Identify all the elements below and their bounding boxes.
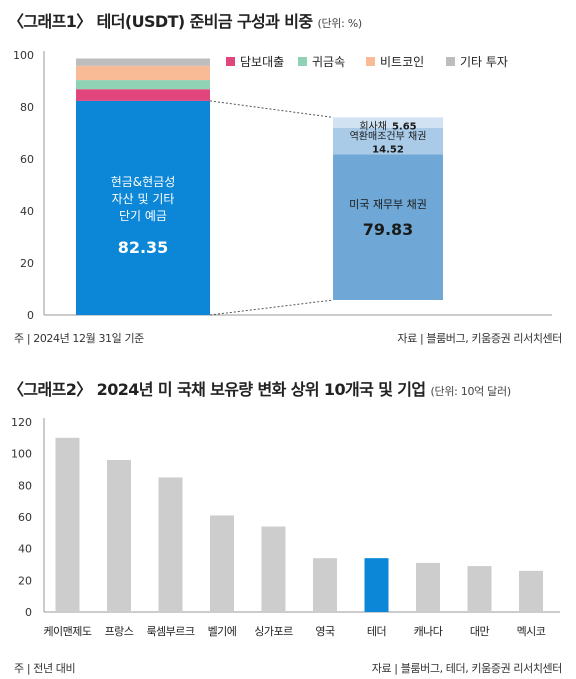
y-tick-label: 100 [11,448,32,461]
x-tick-label: 케이맨제도 [43,625,91,638]
chart1-title-text: 〈그래프1〉 테더(USDT) 준비금 구성과 비중 [8,12,313,31]
chart2-note: 주 | 전년 대비 [14,662,76,675]
bar-2 [107,460,131,612]
legend-swatch [298,57,307,66]
corporate-bond-value: 5.65 [392,121,417,132]
x-tick-label: 프랑스 [105,625,134,638]
legend-label: 귀금속 [312,55,345,69]
main-bar-segment [76,58,210,66]
treasury-value-label: 79.83 [363,220,414,239]
bar-8 [416,562,440,612]
main-bar-segment [76,80,210,90]
y-tick-label: 0 [25,606,32,619]
corporate-bond-label: 회사채 5.65 [359,120,416,132]
x-tick-label: 테더 [367,625,386,638]
main-bar-value-label: 82.35 [118,238,169,257]
bar-10 [519,570,543,612]
bar-4 [210,515,234,612]
main-bar-segment [76,89,210,101]
y-tick-label: 120 [11,416,32,429]
y-tick-label: 0 [27,309,34,322]
y-tick-label: 80 [18,479,32,492]
bar-1 [55,437,80,612]
y-tick-label: 40 [20,205,34,218]
x-tick-label: 싱가포르 [254,625,293,638]
x-tick-label: 멕시코 [517,625,546,638]
x-tick-label: 영국 [315,625,335,638]
y-tick-label: 100 [13,49,34,62]
connector-line-top [209,100,334,118]
bar-6 [313,558,337,612]
repo-value-label: 14.52 [372,145,404,156]
legend-swatch [446,57,455,66]
legend-swatch [366,57,375,66]
breakdown-bar-segment [333,154,443,300]
x-tick-label: 대만 [470,625,490,638]
y-tick-label: 20 [20,257,34,270]
legend-label: 비트코인 [380,55,424,69]
main-bar-label-line: 현금&현금성 [111,175,176,189]
x-tick-label: 룩셈부르크 [146,625,194,638]
corporate-bond-name: 회사채 [359,120,387,132]
main-bar-segment [76,100,210,315]
main-bar-label-line: 자산 및 기타 [112,192,175,206]
main-bar-label-line: 단기 예금 [119,209,167,223]
chart1-note: 주 | 2024년 12월 31일 기준 [14,332,144,345]
bar-5 [261,526,286,612]
legend-swatch [226,57,235,66]
x-tick-label: 캐나다 [414,625,443,638]
chart2-title-text: 〈그래프2〉 2024년 미 국채 보유량 변화 상위 10개국 및 기업 [8,380,426,399]
chart2-source: 자료 | 블룸버그, 테더, 키움증권 리서치센터 [371,662,563,675]
legend-label: 기타 투자 [460,55,508,69]
y-tick-label: 60 [18,511,32,524]
chart1-source: 자료 | 블룸버그, 키움증권 리서치센터 [397,332,562,345]
y-tick-label: 40 [18,543,32,556]
breakdown-bar-segment [333,117,443,128]
y-tick-label: 60 [20,153,34,166]
chart1-unit: (단위: %) [317,17,363,30]
chart2-title: 〈그래프2〉 2024년 미 국채 보유량 변화 상위 10개국 및 기업 (단… [8,376,511,400]
legend-label: 담보대출 [240,55,284,69]
y-tick-label: 80 [20,101,34,114]
repo-label: 역환매조건부 채권 [350,131,427,143]
connector-line-bottom [209,299,334,316]
chart2-unit: (단위: 10억 달러) [430,385,512,398]
bar-3 [158,477,183,612]
bar-9 [467,566,492,612]
x-tick-label: 벨기에 [208,625,237,638]
chart2: 0 20 40 60 80 100 120 케이맨제도 프랑스 룩셈부르크 벨기에 싱가포르 영국 테더 캐… [11,416,560,638]
main-bar-segment [76,65,210,81]
bar-7 [364,558,389,612]
y-tick-label: 20 [18,574,32,587]
chart1-title: 〈그래프1〉 테더(USDT) 준비금 구성과 비중 (단위: %) [8,8,362,32]
treasury-label: 미국 재무부 채권 [349,198,427,211]
breakdown-bar-segment [333,127,443,155]
